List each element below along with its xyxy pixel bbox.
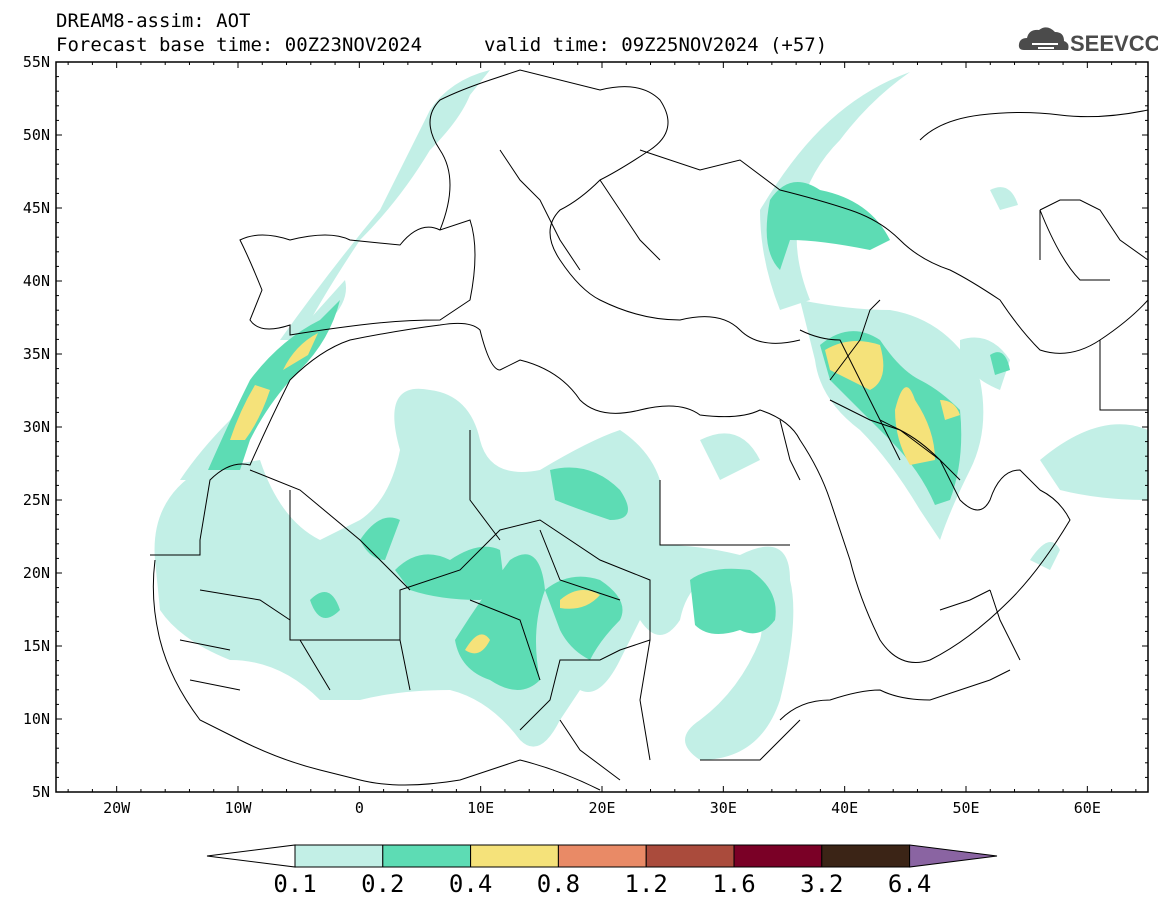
lat-label: 5N [32, 783, 50, 801]
colorbar-segment [294, 844, 384, 868]
lat-label: 40N [23, 272, 50, 290]
colorbar-segment [821, 844, 911, 868]
lat-label: 45N [23, 199, 50, 217]
colorbar-min-arrow [206, 844, 296, 868]
colorbar-label: 0.4 [448, 870, 493, 898]
lon-label: 10W [224, 799, 252, 817]
colorbar [206, 844, 998, 868]
valid-time: valid time: 09Z25NOV2024 (+57) [484, 34, 828, 56]
colorbar-label: 3.2 [800, 870, 844, 898]
seevccc-logo: SEEVCCC [1018, 20, 1165, 60]
lon-label: 20W [103, 799, 131, 817]
colorbar-label: 0.2 [361, 870, 405, 898]
colorbar-segment [645, 844, 735, 868]
map-title: DREAM8-assim: AOT [56, 10, 251, 32]
lat-label: 55N [23, 53, 50, 71]
lon-label: 30E [710, 799, 737, 817]
lat-label: 20N [23, 564, 50, 582]
colorbar-label: 6.4 [887, 870, 932, 898]
colorbar-label: 1.2 [624, 870, 668, 898]
colorbar-segment [733, 844, 823, 868]
colorbar-max-arrow [909, 844, 998, 868]
lat-label: 35N [23, 345, 50, 363]
coastlines-borders [150, 69, 1149, 791]
axis-ticks: 55N 50N 45N 40N 35N 30N 25N 20N 15N 10N 5N 20W 10W 0 1… [23, 53, 1148, 817]
lon-label: 40E [831, 799, 858, 817]
lat-label: 25N [23, 491, 50, 509]
forecast-base-time: Forecast base time: 00Z23NOV2024 [56, 34, 423, 56]
lat-label: 15N [23, 637, 50, 655]
lon-label: 50E [952, 799, 979, 817]
colorbar-segment [470, 844, 559, 868]
aot-shading [154, 70, 1148, 760]
lon-label: 10E [467, 799, 494, 817]
colorbar-label: 0.1 [273, 870, 317, 898]
logo-text: SEEVCCC [1070, 31, 1158, 56]
lon-label: 20E [588, 799, 615, 817]
colorbar-segment [382, 844, 472, 868]
colorbar-segment [557, 844, 647, 868]
lat-label: 50N [23, 126, 50, 144]
lon-label: 60E [1074, 799, 1101, 817]
colorbar-label: 0.8 [536, 870, 581, 898]
cloud-icon [1018, 27, 1069, 50]
colorbar-label: 1.6 [712, 870, 756, 898]
lon-label: 0 [355, 799, 364, 817]
lat-label: 10N [23, 710, 50, 728]
lat-label: 30N [23, 418, 50, 436]
